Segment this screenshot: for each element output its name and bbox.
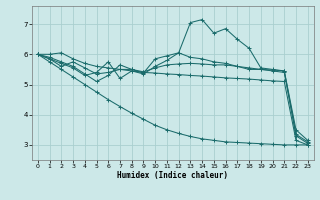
X-axis label: Humidex (Indice chaleur): Humidex (Indice chaleur) (117, 171, 228, 180)
